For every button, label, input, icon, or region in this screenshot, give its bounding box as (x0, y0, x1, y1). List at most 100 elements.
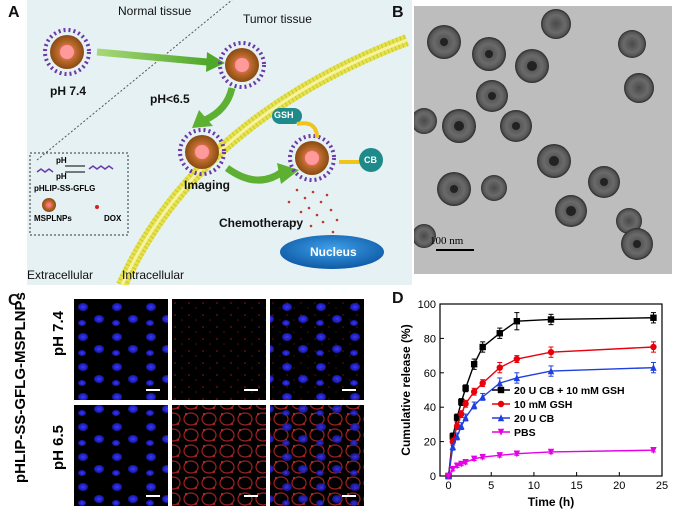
legend-probe-label: pHLIP-SS-GFLG (34, 184, 96, 193)
gsh-arrow (296, 121, 319, 139)
data-point (470, 401, 478, 409)
data-point (513, 355, 521, 363)
x-tick-label: 10 (528, 480, 540, 492)
data-point (470, 388, 478, 395)
data-point (453, 422, 461, 430)
probe-open-icon (88, 165, 114, 170)
x-tick-label: 0 (445, 480, 451, 492)
nucleus-label: Nucleus (310, 245, 357, 259)
data-point (547, 448, 555, 456)
data-point (650, 363, 657, 371)
panel-b-label: B (392, 4, 404, 21)
data-point (547, 367, 555, 375)
legend-marker (497, 428, 505, 436)
mspl-legend-icon (42, 198, 56, 212)
legend-marker (497, 400, 505, 408)
data-point (470, 455, 478, 463)
panel-d-label: D (392, 290, 404, 307)
arrow-to-chemo-head (277, 163, 299, 184)
nanoparticle-tumor (218, 41, 266, 89)
row-label-ph74: pH 7.4 (50, 310, 67, 356)
normal-tissue-label: Normal tissue (118, 4, 192, 18)
data-point (547, 348, 555, 356)
legend-label: 20 U CB + 10 mM GSH (514, 385, 625, 397)
data-point (449, 443, 457, 450)
legend-label: 10 mM GSH (514, 399, 572, 411)
data-point (650, 447, 657, 454)
legend-mspl-label: MSPLNPs (34, 214, 72, 223)
confocal-scale-bars (146, 389, 356, 497)
tem-particle-cores (440, 38, 641, 248)
data-point (479, 393, 486, 401)
y-tick-label: 60 (424, 368, 436, 380)
nanoparticle-imaging (178, 128, 226, 176)
nanoparticle-chemo (288, 134, 336, 182)
row-label-ph65: pH 6.5 (50, 424, 67, 470)
y-tick-label: 0 (430, 471, 436, 483)
extracellular-label: Extracellular (27, 268, 94, 282)
nucleus-shape (280, 235, 384, 269)
x-tick-label: 5 (488, 480, 494, 492)
nanoparticle-normal (43, 28, 91, 76)
tumor-tissue-label: Tumor tissue (243, 12, 312, 26)
probe-folded-icon (36, 168, 54, 173)
data-point (496, 364, 503, 371)
data-point (458, 460, 465, 468)
panel-c-label: C (8, 292, 20, 309)
x-axis-label: Time (h) (528, 495, 574, 509)
legend-marker (497, 386, 505, 394)
legend-ph-bottom: pH (56, 172, 67, 181)
data-point (462, 413, 469, 421)
data-point (479, 379, 486, 387)
data-point (453, 462, 461, 470)
gsh-badge (272, 108, 302, 124)
tem-image (414, 6, 672, 274)
gsh-label: GSH (274, 110, 294, 120)
data-point (462, 400, 469, 407)
data-point (458, 422, 465, 430)
data-point (650, 343, 657, 351)
y-axis-label: Cumulative release (%) (399, 324, 413, 455)
cell-membrane-core (120, 38, 408, 285)
data-point (470, 361, 478, 368)
data-point (449, 433, 457, 440)
data-point (650, 314, 657, 321)
data-point (513, 318, 521, 325)
data-point (445, 472, 452, 480)
data-point (458, 410, 465, 418)
data-point (547, 316, 555, 323)
data-point (513, 374, 521, 382)
panel-a-label: A (8, 4, 20, 21)
data-point (458, 398, 465, 406)
data-point (496, 452, 503, 460)
legend-dox-label: DOX (104, 214, 122, 223)
y-tick-label: 20 (424, 437, 436, 449)
cb-badge (359, 148, 383, 172)
legend-box (29, 152, 129, 236)
legend-label: 20 U CB (514, 413, 555, 425)
data-point (453, 432, 461, 440)
arrow-to-tumor-head (206, 52, 225, 72)
ph-tumor-label: pH<6.5 (150, 92, 190, 106)
confocal-grid (74, 299, 364, 506)
data-point (513, 450, 521, 458)
legend-marker (497, 414, 505, 422)
x-tick-label: 15 (570, 480, 582, 492)
data-point (479, 343, 486, 351)
dox-legend-icon (95, 205, 99, 209)
data-point (496, 330, 503, 337)
y-tick-label: 80 (424, 333, 436, 345)
arrow-to-imaging (203, 87, 236, 124)
ph-normal-label: pH 7.4 (50, 84, 87, 98)
panel-a-schematic (27, 0, 412, 285)
cb-label: CB (364, 155, 377, 165)
plot-frame (439, 303, 663, 477)
arrow-to-tumor (96, 48, 208, 66)
arrow-to-chemo (224, 165, 285, 184)
x-tick-label: 25 (656, 480, 668, 492)
chemotherapy-label: Chemotherapy (219, 216, 304, 230)
x-tick-label: 20 (613, 480, 625, 492)
y-tick-label: 100 (418, 299, 436, 311)
data-point (496, 379, 503, 387)
data-point (462, 459, 469, 466)
